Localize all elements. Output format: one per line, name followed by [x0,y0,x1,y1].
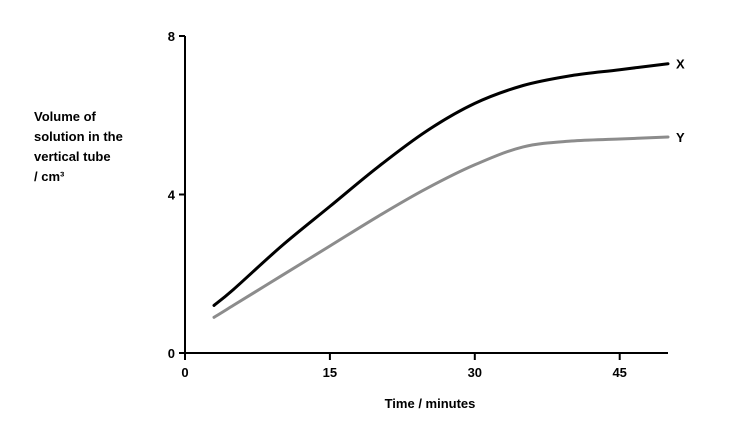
x-tick-label: 30 [468,365,482,380]
series-y-label: Y [676,130,685,145]
series-x-line [212,62,670,307]
series-y-line [212,135,670,319]
x-tick-label: 45 [612,365,626,380]
y-tick-label: 8 [168,29,175,44]
x-tick-label: 15 [323,365,337,380]
y-axis-title-line-1: Volume of [34,109,97,124]
y-tick-label: 0 [168,346,175,361]
series-x-label: X [676,57,685,72]
plot-area: 0 4 8 0 15 30 45 X Y [168,29,685,380]
y-axis-title-line-3: vertical tube [34,149,111,164]
y-tick-label: 4 [168,188,176,203]
y-axis-title: Volume of solution in the vertical tube … [34,109,123,184]
y-axis-title-line-4: / cm³ [34,169,65,184]
x-tick-label: 0 [181,365,188,380]
x-axis-title: Time / minutes [385,396,476,411]
y-axis-title-line-2: solution in the [34,129,123,144]
